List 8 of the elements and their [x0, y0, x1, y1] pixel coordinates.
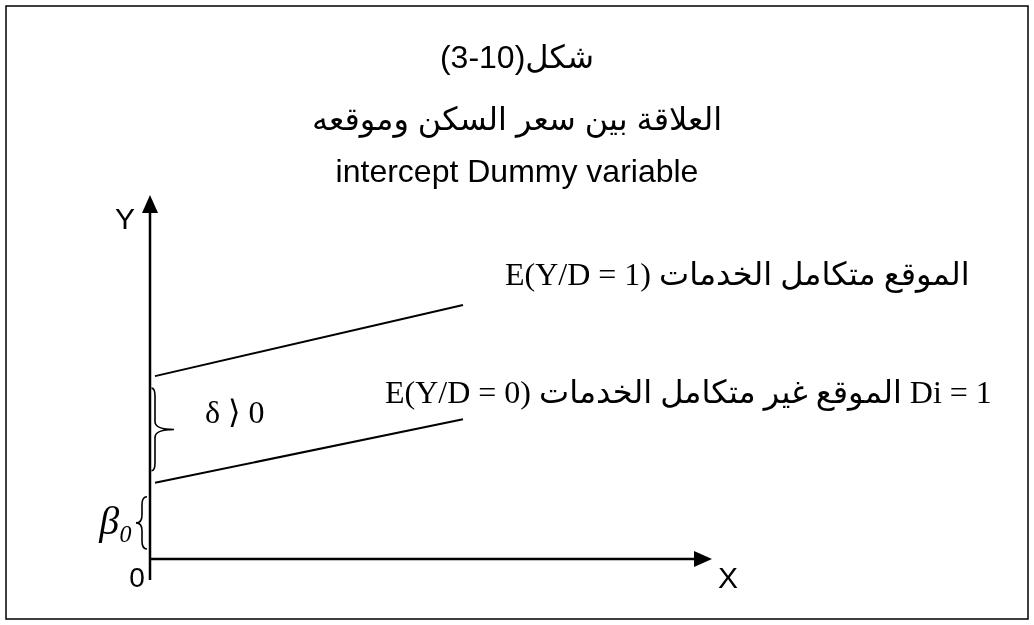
series-label: E(Y/D = 0) الموقع غير متكامل الخدمات Di = 1 — [385, 374, 992, 412]
y-axis-title: Y — [114, 202, 136, 235]
text: β₀ — [98, 497, 133, 543]
x-axis-title: X — [717, 561, 739, 594]
annotation: δ ⟩ 0 — [205, 394, 265, 431]
series-label: E(Y/D = 1) الموقع متكامل الخدمات — [505, 256, 970, 293]
text: 0 — [129, 562, 145, 593]
chart-title: (3-10)شكل — [439, 39, 595, 75]
